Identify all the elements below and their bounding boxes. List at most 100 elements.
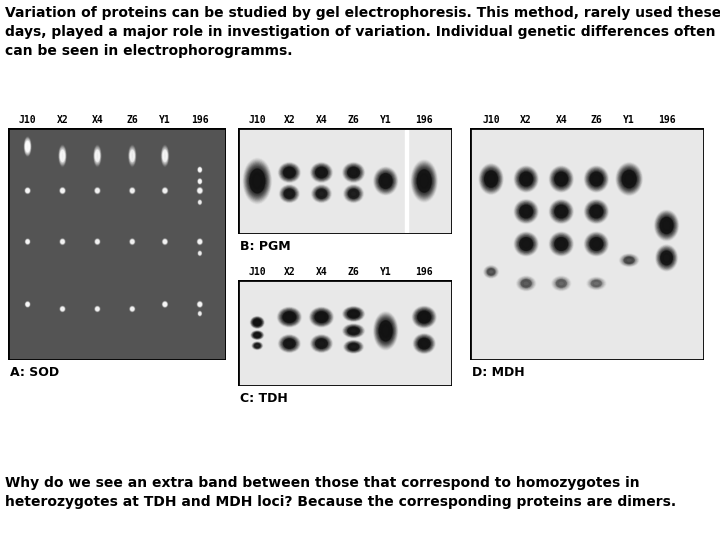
Ellipse shape xyxy=(163,188,167,193)
Ellipse shape xyxy=(198,251,202,255)
Ellipse shape xyxy=(521,206,531,217)
Ellipse shape xyxy=(130,240,134,244)
Ellipse shape xyxy=(130,189,134,192)
Ellipse shape xyxy=(199,312,201,315)
Ellipse shape xyxy=(162,188,168,194)
Ellipse shape xyxy=(27,240,29,243)
Ellipse shape xyxy=(659,249,674,267)
Ellipse shape xyxy=(516,168,536,190)
Ellipse shape xyxy=(197,239,202,244)
Ellipse shape xyxy=(131,307,134,310)
Ellipse shape xyxy=(626,258,632,262)
Ellipse shape xyxy=(162,146,168,165)
Ellipse shape xyxy=(591,173,601,185)
Ellipse shape xyxy=(251,170,264,192)
Ellipse shape xyxy=(486,268,496,276)
Ellipse shape xyxy=(380,322,392,340)
Ellipse shape xyxy=(280,186,299,202)
Ellipse shape xyxy=(279,335,300,352)
Ellipse shape xyxy=(555,238,567,249)
Ellipse shape xyxy=(589,204,604,219)
Ellipse shape xyxy=(26,303,29,306)
Ellipse shape xyxy=(24,139,30,154)
Ellipse shape xyxy=(523,281,529,286)
Ellipse shape xyxy=(487,268,495,275)
Ellipse shape xyxy=(518,235,534,252)
Ellipse shape xyxy=(585,200,608,223)
Ellipse shape xyxy=(585,201,607,222)
Ellipse shape xyxy=(199,180,201,183)
Ellipse shape xyxy=(284,313,294,321)
Ellipse shape xyxy=(315,338,328,349)
Ellipse shape xyxy=(27,190,29,192)
Ellipse shape xyxy=(96,152,99,160)
Ellipse shape xyxy=(254,320,260,325)
Ellipse shape xyxy=(343,307,364,321)
Ellipse shape xyxy=(26,188,30,193)
Ellipse shape xyxy=(619,167,639,191)
Ellipse shape xyxy=(199,169,201,171)
Ellipse shape xyxy=(253,342,262,349)
Ellipse shape xyxy=(480,165,502,193)
Ellipse shape xyxy=(622,256,636,265)
Ellipse shape xyxy=(129,146,135,165)
Ellipse shape xyxy=(130,307,134,310)
Ellipse shape xyxy=(255,344,260,347)
Ellipse shape xyxy=(25,188,30,194)
Text: X4: X4 xyxy=(555,115,567,125)
Ellipse shape xyxy=(281,165,298,180)
Text: J10: J10 xyxy=(248,115,266,125)
Ellipse shape xyxy=(251,318,264,327)
Ellipse shape xyxy=(25,239,30,245)
Ellipse shape xyxy=(163,240,166,244)
Ellipse shape xyxy=(626,258,633,262)
Ellipse shape xyxy=(487,269,495,275)
Ellipse shape xyxy=(246,163,269,199)
Ellipse shape xyxy=(312,164,331,181)
Ellipse shape xyxy=(310,308,333,327)
Ellipse shape xyxy=(413,162,436,200)
Ellipse shape xyxy=(95,307,99,312)
Ellipse shape xyxy=(660,217,673,234)
Ellipse shape xyxy=(199,201,201,204)
Ellipse shape xyxy=(345,308,362,320)
Ellipse shape xyxy=(199,252,200,254)
Ellipse shape xyxy=(516,202,536,221)
Ellipse shape xyxy=(344,186,363,202)
Ellipse shape xyxy=(164,190,166,192)
Ellipse shape xyxy=(96,240,99,243)
Ellipse shape xyxy=(199,312,202,315)
Ellipse shape xyxy=(26,302,30,306)
Text: Y1: Y1 xyxy=(159,115,171,125)
Ellipse shape xyxy=(517,235,535,253)
Ellipse shape xyxy=(59,146,66,165)
Ellipse shape xyxy=(484,170,498,188)
Ellipse shape xyxy=(163,188,167,193)
Ellipse shape xyxy=(95,188,100,194)
Ellipse shape xyxy=(95,150,99,162)
Ellipse shape xyxy=(521,206,532,217)
Ellipse shape xyxy=(557,280,565,287)
Ellipse shape xyxy=(283,312,296,322)
Ellipse shape xyxy=(130,239,135,245)
Ellipse shape xyxy=(197,239,202,245)
Ellipse shape xyxy=(350,191,357,197)
Ellipse shape xyxy=(660,217,673,234)
Ellipse shape xyxy=(374,313,397,349)
Ellipse shape xyxy=(379,173,392,188)
Ellipse shape xyxy=(61,189,64,192)
Ellipse shape xyxy=(198,200,202,204)
Ellipse shape xyxy=(284,168,294,177)
Ellipse shape xyxy=(519,278,533,289)
Ellipse shape xyxy=(554,237,569,252)
Ellipse shape xyxy=(555,172,567,186)
Ellipse shape xyxy=(199,313,201,315)
Ellipse shape xyxy=(516,201,536,222)
Ellipse shape xyxy=(346,166,361,179)
Ellipse shape xyxy=(413,307,435,327)
Ellipse shape xyxy=(163,240,166,243)
Ellipse shape xyxy=(318,340,325,347)
Ellipse shape xyxy=(254,343,260,348)
Ellipse shape xyxy=(589,205,603,219)
Ellipse shape xyxy=(130,307,135,312)
